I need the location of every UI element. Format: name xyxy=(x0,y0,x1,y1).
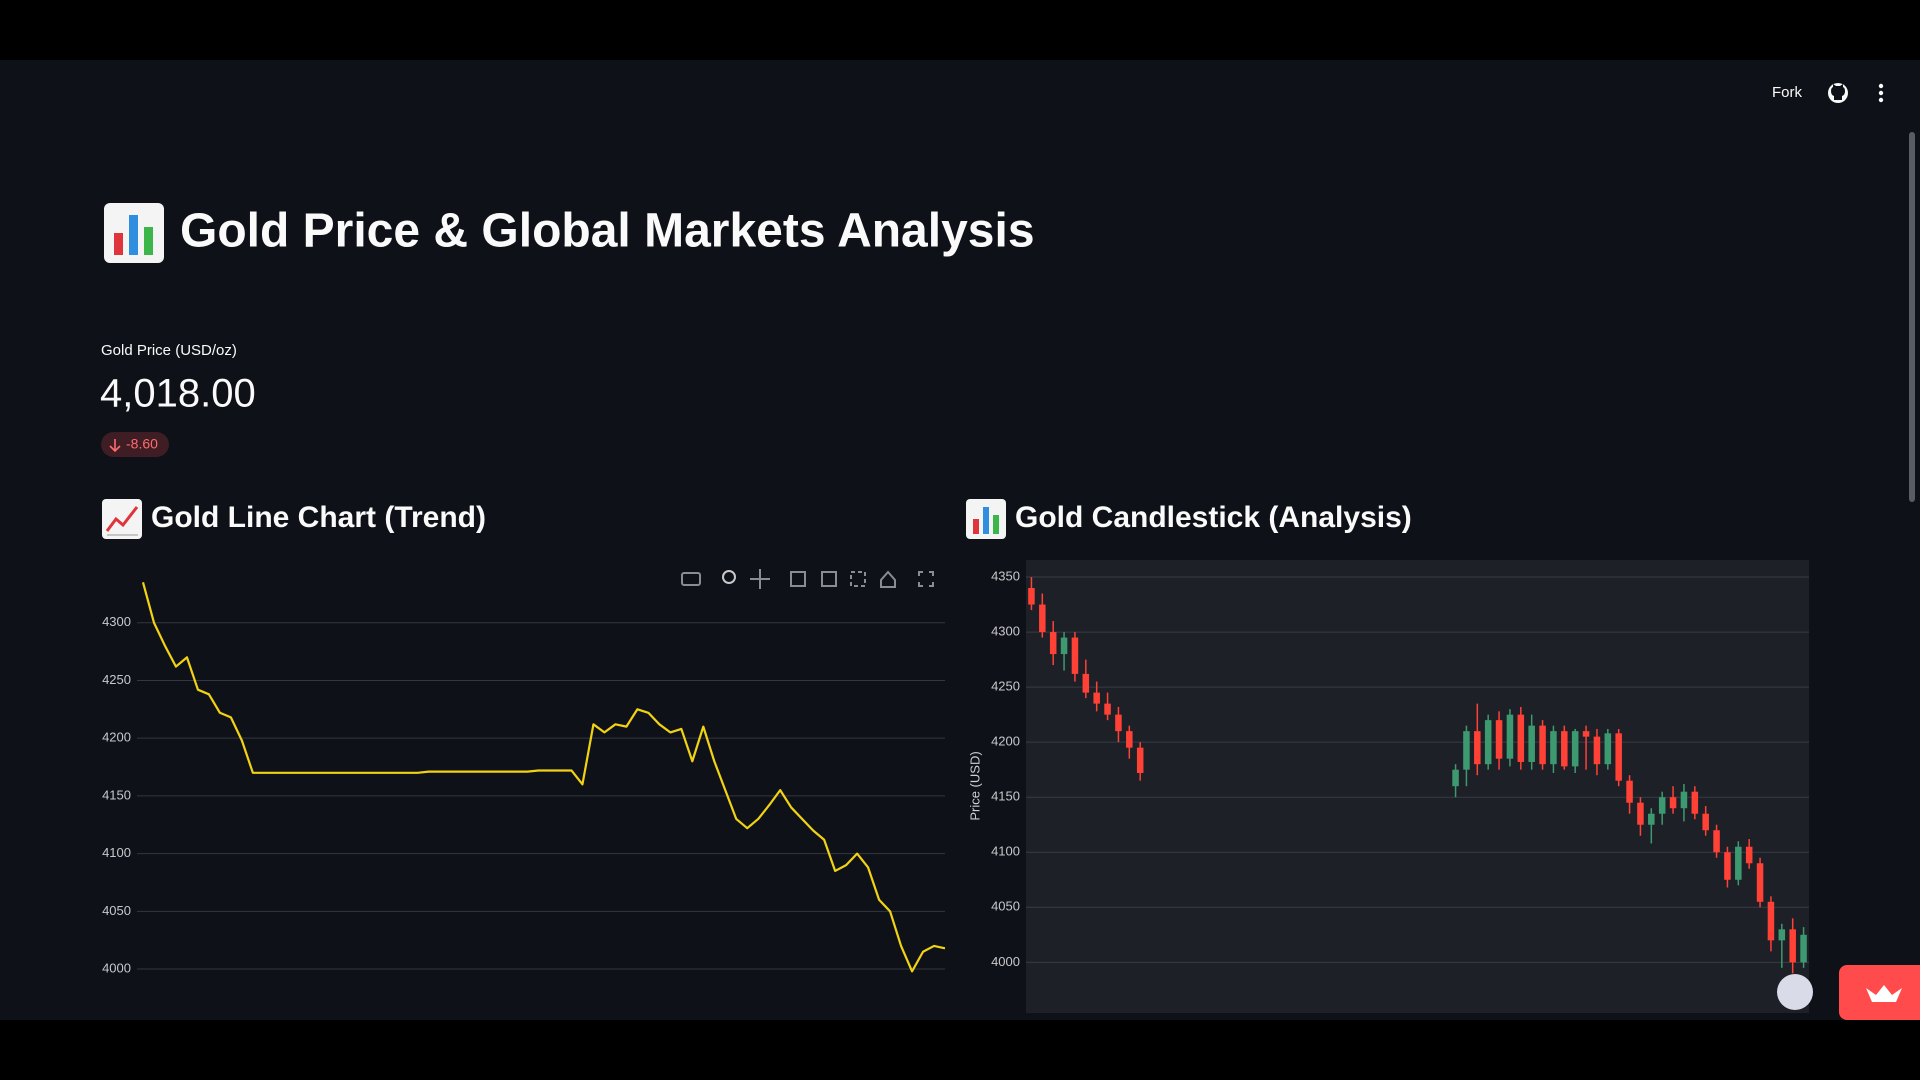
y-tick-label: 4250 xyxy=(102,672,131,687)
title-icon xyxy=(104,203,164,263)
plot-area xyxy=(1026,560,1809,1013)
candle-body xyxy=(1506,714,1514,759)
candle-body xyxy=(1571,731,1579,767)
candle-body xyxy=(1093,692,1100,704)
candle-body xyxy=(1756,863,1764,902)
candle-body xyxy=(1745,846,1753,864)
y-tick-label: 4100 xyxy=(991,844,1020,859)
candle-body xyxy=(1071,637,1079,674)
y-tick-label: 4300 xyxy=(102,614,131,629)
candle-body xyxy=(1115,714,1122,732)
candle-body xyxy=(1484,720,1492,765)
candle-body xyxy=(1604,733,1612,765)
candle-body xyxy=(1680,791,1688,809)
y-tick-label: 4050 xyxy=(102,903,131,918)
candle-body xyxy=(1528,725,1535,762)
candle-body xyxy=(1561,731,1568,767)
y-tick-label: 4100 xyxy=(102,845,131,860)
candle-body xyxy=(1767,901,1775,941)
autoscale-button[interactable] xyxy=(850,571,866,587)
zoom-out-button[interactable] xyxy=(821,571,837,587)
bottom-bar xyxy=(0,1020,1920,1080)
candle-body xyxy=(1136,747,1144,773)
candle-body xyxy=(1615,733,1622,781)
candle-body xyxy=(1669,797,1677,809)
candle-body xyxy=(1463,731,1470,770)
candle-body xyxy=(1713,830,1720,853)
candle-body xyxy=(1626,780,1633,803)
camera-button[interactable] xyxy=(681,572,701,586)
candle-body xyxy=(1474,731,1481,765)
modebar xyxy=(681,569,934,589)
crown-icon xyxy=(1866,985,1902,1002)
metric-label: Gold Price (USD/oz) xyxy=(101,342,237,359)
candle-body xyxy=(1060,637,1068,655)
candle-body xyxy=(1104,703,1111,715)
zoom-button[interactable] xyxy=(722,570,736,584)
candle-body xyxy=(1691,791,1699,814)
y-tick-label: 4200 xyxy=(991,734,1020,749)
candle-body xyxy=(1658,797,1666,814)
candle-chart-icon xyxy=(966,499,1006,539)
candle-body xyxy=(1452,769,1459,787)
candle-chart-title: Gold Candlestick (Analysis) xyxy=(1015,501,1412,534)
y-tick-label: 4000 xyxy=(102,960,131,975)
candle-body xyxy=(1039,604,1046,633)
metric-delta: -8.60 xyxy=(126,436,158,452)
y-axis-title: Price (USD) xyxy=(967,751,982,820)
avatar[interactable] xyxy=(1777,974,1813,1010)
candle-body xyxy=(1724,852,1731,880)
candle-body xyxy=(1495,720,1503,759)
candle-body xyxy=(1778,929,1786,941)
line-chart-icon xyxy=(102,499,142,539)
page-title: Gold Price & Global Markets Analysis xyxy=(180,205,1035,258)
candle-body xyxy=(1082,673,1090,693)
github-icon[interactable] xyxy=(1828,83,1848,103)
candle-body xyxy=(1539,725,1546,765)
y-tick-label: 4200 xyxy=(102,730,131,745)
candle-body xyxy=(1702,813,1709,831)
metric-value: 4,018.00 xyxy=(100,372,256,416)
y-tick-label: 4050 xyxy=(991,899,1020,914)
candle-body xyxy=(1126,731,1133,748)
delta-arrow xyxy=(109,439,121,453)
metric-delta-pill xyxy=(101,432,169,457)
price-line xyxy=(141,582,946,973)
y-tick-label: 4250 xyxy=(991,679,1020,694)
reset-button[interactable] xyxy=(880,570,896,588)
candle-body xyxy=(1637,802,1644,825)
candle-body xyxy=(1648,813,1655,825)
candle-body xyxy=(1049,632,1057,655)
y-tick-label: 4350 xyxy=(991,568,1020,583)
line-chart-title: Gold Line Chart (Trend) xyxy=(151,501,486,534)
scrollbar[interactable] xyxy=(1909,132,1915,502)
y-tick-label: 4150 xyxy=(991,789,1020,804)
candle-body xyxy=(1735,846,1742,880)
pan-button[interactable] xyxy=(750,569,770,589)
candle-body xyxy=(1593,736,1601,765)
candle-body xyxy=(1789,929,1796,963)
zoom-in-button[interactable] xyxy=(790,571,806,587)
candle-body xyxy=(1800,934,1807,963)
top-bar xyxy=(0,0,1920,60)
fork-button[interactable]: Fork xyxy=(1772,84,1803,101)
candle-body xyxy=(1550,731,1557,765)
fullscreen-button[interactable] xyxy=(918,571,934,587)
candle-body xyxy=(1028,588,1035,605)
candle-body xyxy=(1517,714,1525,762)
y-tick-label: 4300 xyxy=(991,624,1020,639)
main-menu[interactable] xyxy=(1878,83,1884,103)
candle-body xyxy=(1582,731,1590,737)
plots: 4000 4050 4100 4150 4200 4250 4300 4000 4050 4100… xyxy=(102,568,1809,975)
y-tick-label: 4150 xyxy=(102,787,131,802)
y-tick-label: 4000 xyxy=(991,954,1020,969)
